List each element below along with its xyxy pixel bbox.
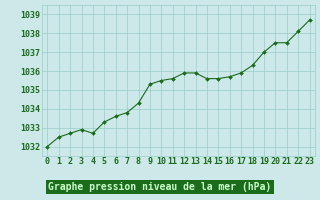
- Text: Graphe pression niveau de la mer (hPa): Graphe pression niveau de la mer (hPa): [48, 182, 272, 192]
